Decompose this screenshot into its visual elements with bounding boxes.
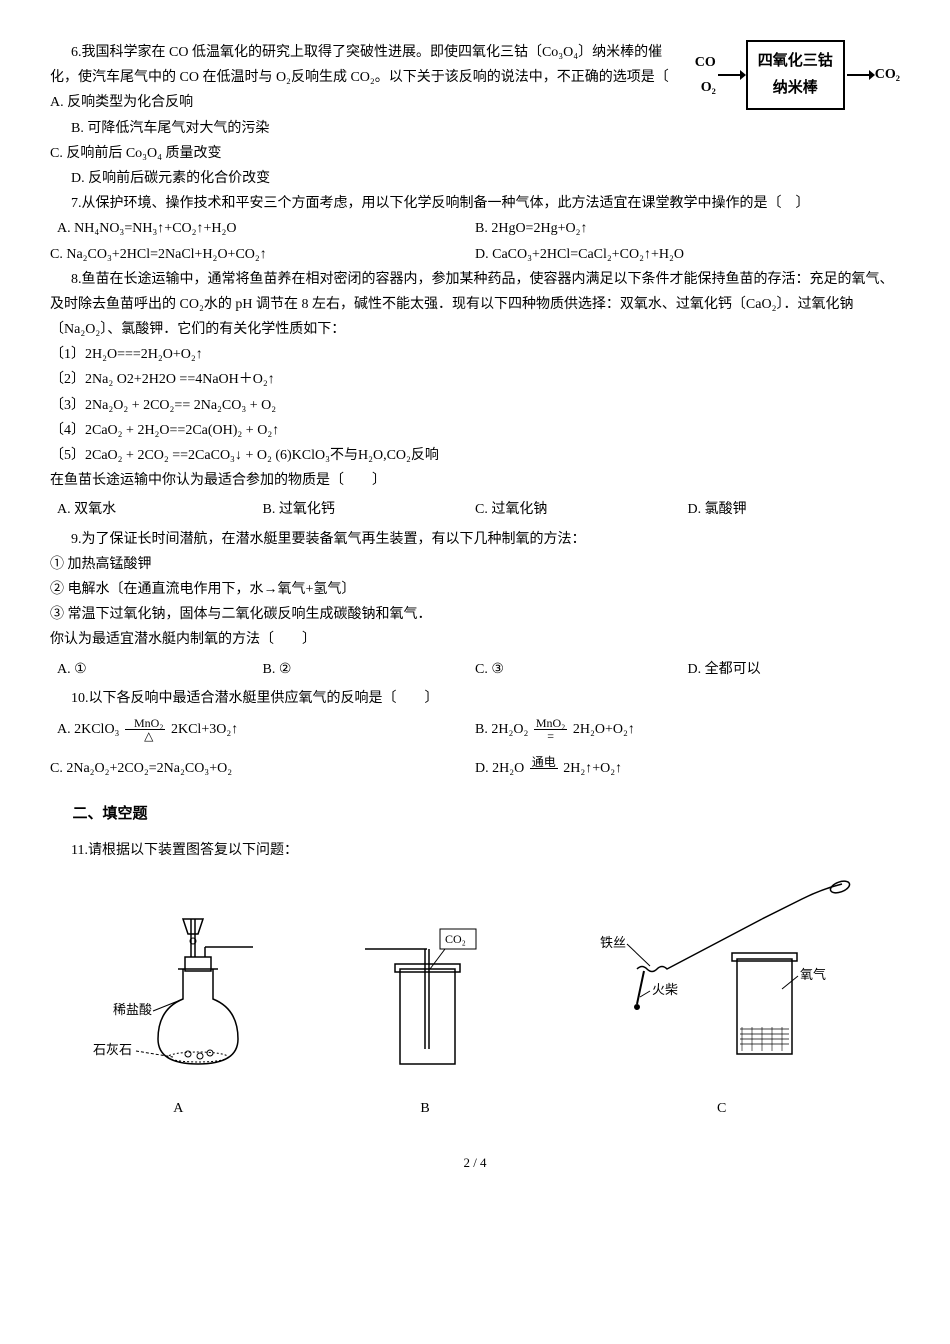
q9-optC: C. ③ [475, 657, 688, 682]
figure-b: CO₂ B [345, 909, 505, 1121]
label-hcl: 稀盐酸 [113, 1002, 152, 1017]
q11-figures: 稀盐酸 石灰石 A CO₂ B [50, 879, 900, 1121]
q8-r2: 〔2〕2Na₂ O2+2H2O ==4NaOH＋O₂↑ [50, 367, 900, 392]
q8-optC: C. 过氧化钠 [475, 497, 688, 522]
q10-stem: 10.以下各反响中最适合潜水艇里供应氧气的反响是〔 〕 [50, 686, 900, 711]
q6-diagram: CO O₂ 四氧化三钴 纳米棒 CO₂ [695, 40, 900, 110]
diag-box-line1: 四氧化三钴 [758, 48, 833, 75]
q10A-bot: △ [135, 730, 155, 742]
q9-m2: ② 电解水〔在通直流电作用下，水→氧气+氢气〕 [50, 577, 900, 602]
q10B-pre: B. 2H₂O₂ [475, 722, 528, 737]
q9-optA: A. ① [50, 657, 263, 682]
arrow-icon [845, 60, 875, 90]
q8-optB: B. 过氧化钙 [263, 497, 476, 522]
label-co2: CO₂ [445, 932, 466, 946]
q9-m3: ③ 常温下过氧化钠，固体与二氧化碳反响生成碳酸钠和氧气． [50, 602, 900, 627]
diag-o2: O₂ [701, 75, 716, 100]
arrow-icon [716, 60, 746, 90]
q6-optD: D. 反响前后碳元素的化合价改变 [50, 166, 900, 191]
q6-optB: B. 可降低汽车尾气对大气的污染 [50, 116, 900, 141]
q9-stem: 9.为了保证长时间潜航，在潜水艇里要装备氧气再生装置，有以下几种制氧的方法： [50, 527, 900, 552]
q10-optB: B. 2H₂O₂ MnO₂= 2H₂O+O₂↑ [475, 717, 900, 742]
q7-optC: C. Na₂CO₃+2HCl=2NaCl+H₂O+CO₂↑ [50, 242, 475, 267]
q10B-bot: = [545, 730, 556, 742]
q10D-bot [540, 769, 547, 781]
section2-title: 二、填空题 [50, 801, 900, 828]
q10B-post: 2H₂O+O₂↑ [573, 722, 635, 737]
label-match: 火柴 [652, 982, 678, 997]
figC-label: C [582, 1096, 862, 1121]
q10A-post: 2KCl+3O₂↑ [171, 722, 238, 737]
q8-r1: 〔1〕2H₂O===2H₂O+O₂↑ [50, 342, 900, 367]
q10-optD: D. 2H₂O 通电 2H₂↑+O₂↑ [475, 756, 900, 781]
q7-optD: D. CaCO₃+2HCl=CaCl₂+CO₂↑+H₂O [475, 242, 900, 267]
q10-optC: C. 2Na₂O₂+2CO₂=2Na₂CO₃+O₂ [50, 756, 475, 781]
diag-co: CO [695, 50, 716, 75]
figure-c: 铁丝 火柴 氧气 C [582, 879, 862, 1121]
q10-optA: A. 2KClO₃ MnO₂△ 2KCl+3O₂↑ [50, 717, 475, 742]
q10A-pre: A. 2KClO₃ [57, 722, 119, 737]
q6-optC: C. 反响前后 Co₃O₄ 质量改变 [50, 141, 900, 166]
q8-r3: 〔3〕2Na₂O₂ + 2CO₂== 2Na₂CO₃ + O₂ [50, 393, 900, 418]
q7-optB: B. 2HgO=2Hg+O₂↑ [475, 216, 900, 241]
label-o2: 氧气 [800, 967, 826, 982]
label-wire: 铁丝 [600, 935, 626, 950]
label-lime: 石灰石 [93, 1042, 132, 1057]
diag-box-line2: 纳米棒 [758, 75, 833, 102]
q8-optD: D. 氯酸钾 [688, 497, 901, 522]
q10D-pre: D. 2H₂O [475, 761, 524, 776]
figA-label: A [88, 1096, 268, 1121]
q9-m1: ① 加热高锰酸钾 [50, 552, 900, 577]
q10D-post: 2H₂↑+O₂↑ [563, 761, 622, 776]
q8-r5: 〔5〕2CaO₂ + 2CO₂ ==2CaCO₃↓ + O₂ (6)KClO₃不… [50, 443, 900, 468]
q8-ask: 在鱼苗长途运输中你认为最适合参加的物质是〔 〕 [50, 468, 900, 493]
q8-stem: 8.鱼苗在长途运输中，通常将鱼苗养在相对密闭的容器内，参加某种药品，使容器内满足… [50, 267, 900, 343]
figure-a: 稀盐酸 石灰石 A [88, 909, 268, 1121]
q9-optD: D. 全都可以 [688, 657, 901, 682]
page-footer: 2 / 4 [50, 1151, 900, 1174]
diag-co2: CO₂ [875, 62, 900, 87]
q7-stem: 7.从保护环境、操作技术和平安三个方面考虑，用以下化学反响制备一种气体，此方法适… [50, 191, 900, 216]
figB-label: B [345, 1096, 505, 1121]
q9-optB: B. ② [263, 657, 476, 682]
q8-optA: A. 双氧水 [50, 497, 263, 522]
q11-stem: 11.请根据以下装置图答复以下问题： [50, 838, 900, 863]
q9-ask: 你认为最适宜潜水艇内制氧的方法〔 〕 [50, 627, 900, 652]
q8-r4: 〔4〕2CaO₂ + 2H₂O==2Ca(OH)₂ + O₂↑ [50, 418, 900, 443]
q7-optA: A. NH₄NO₃=NH₃↑+CO₂↑+H₂O [50, 216, 475, 241]
